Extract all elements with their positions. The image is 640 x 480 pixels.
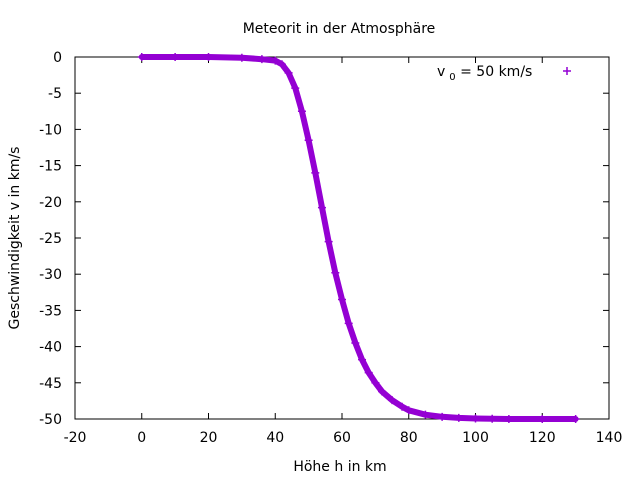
data-point <box>237 53 246 62</box>
data-point <box>388 396 397 405</box>
data-point <box>344 319 353 328</box>
data-point <box>257 55 266 64</box>
data-point <box>488 414 497 423</box>
y-tick-label: -50 <box>39 412 62 428</box>
legend-marker-icon <box>563 67 571 75</box>
y-tick-label: -5 <box>48 86 62 102</box>
data-series-v0 <box>137 53 580 423</box>
data-point <box>324 237 333 246</box>
x-tick-label: 120 <box>529 430 556 446</box>
data-point <box>404 406 413 415</box>
series-v0-trace <box>138 54 579 422</box>
data-point <box>291 84 300 93</box>
y-tick-label: -15 <box>39 159 62 175</box>
data-point <box>304 136 313 145</box>
data-point <box>284 68 293 77</box>
x-tick-label: 100 <box>462 430 489 446</box>
data-point <box>271 56 280 65</box>
data-point <box>351 338 360 347</box>
y-tick-label: -10 <box>39 122 62 138</box>
data-point <box>317 203 326 212</box>
data-point <box>398 402 407 411</box>
data-point <box>371 378 380 387</box>
data-point <box>311 168 320 177</box>
data-point <box>358 355 367 364</box>
x-tick-label: 40 <box>266 430 284 446</box>
data-point <box>571 415 580 423</box>
data-point <box>331 268 340 277</box>
axis-ticks: -20 0 20 40 60 80 100 120 140 0 -5 -10 -15 -20 -25 -30 -… <box>39 50 622 446</box>
data-point <box>171 53 180 61</box>
y-tick-label: -25 <box>39 231 62 247</box>
x-tick-label: 80 <box>400 430 418 446</box>
data-point <box>338 295 346 304</box>
data-point <box>471 414 480 423</box>
y-tick-label: 0 <box>53 50 62 66</box>
x-tick-label: -20 <box>64 430 87 446</box>
data-point <box>204 53 213 61</box>
x-tick-label: 0 <box>137 430 146 446</box>
x-tick-label: 140 <box>596 430 623 446</box>
x-axis-label: Höhe h in km <box>293 459 386 475</box>
data-point <box>277 60 286 69</box>
y-axis-label: Geschwindigkeit v in km/s <box>7 147 23 330</box>
y-tick-label: -45 <box>39 376 62 392</box>
y-tick-label: -40 <box>39 340 62 356</box>
data-point <box>504 415 513 423</box>
data-point <box>137 53 146 61</box>
plot-frame <box>74 56 610 420</box>
y-tick-label: -30 <box>39 267 62 283</box>
chart-title: Meteorit in der Atmosphäre <box>243 21 436 37</box>
y-tick-label: -20 <box>39 195 62 211</box>
x-tick-label: 20 <box>200 430 218 446</box>
y-tick-label: -35 <box>39 303 62 319</box>
data-point <box>438 412 447 421</box>
data-point <box>421 410 430 419</box>
x-tick-label: 60 <box>333 430 351 446</box>
data-point <box>538 415 547 423</box>
data-point <box>364 368 373 377</box>
data-point <box>454 413 463 422</box>
data-point <box>297 107 306 116</box>
data-point <box>378 387 387 396</box>
